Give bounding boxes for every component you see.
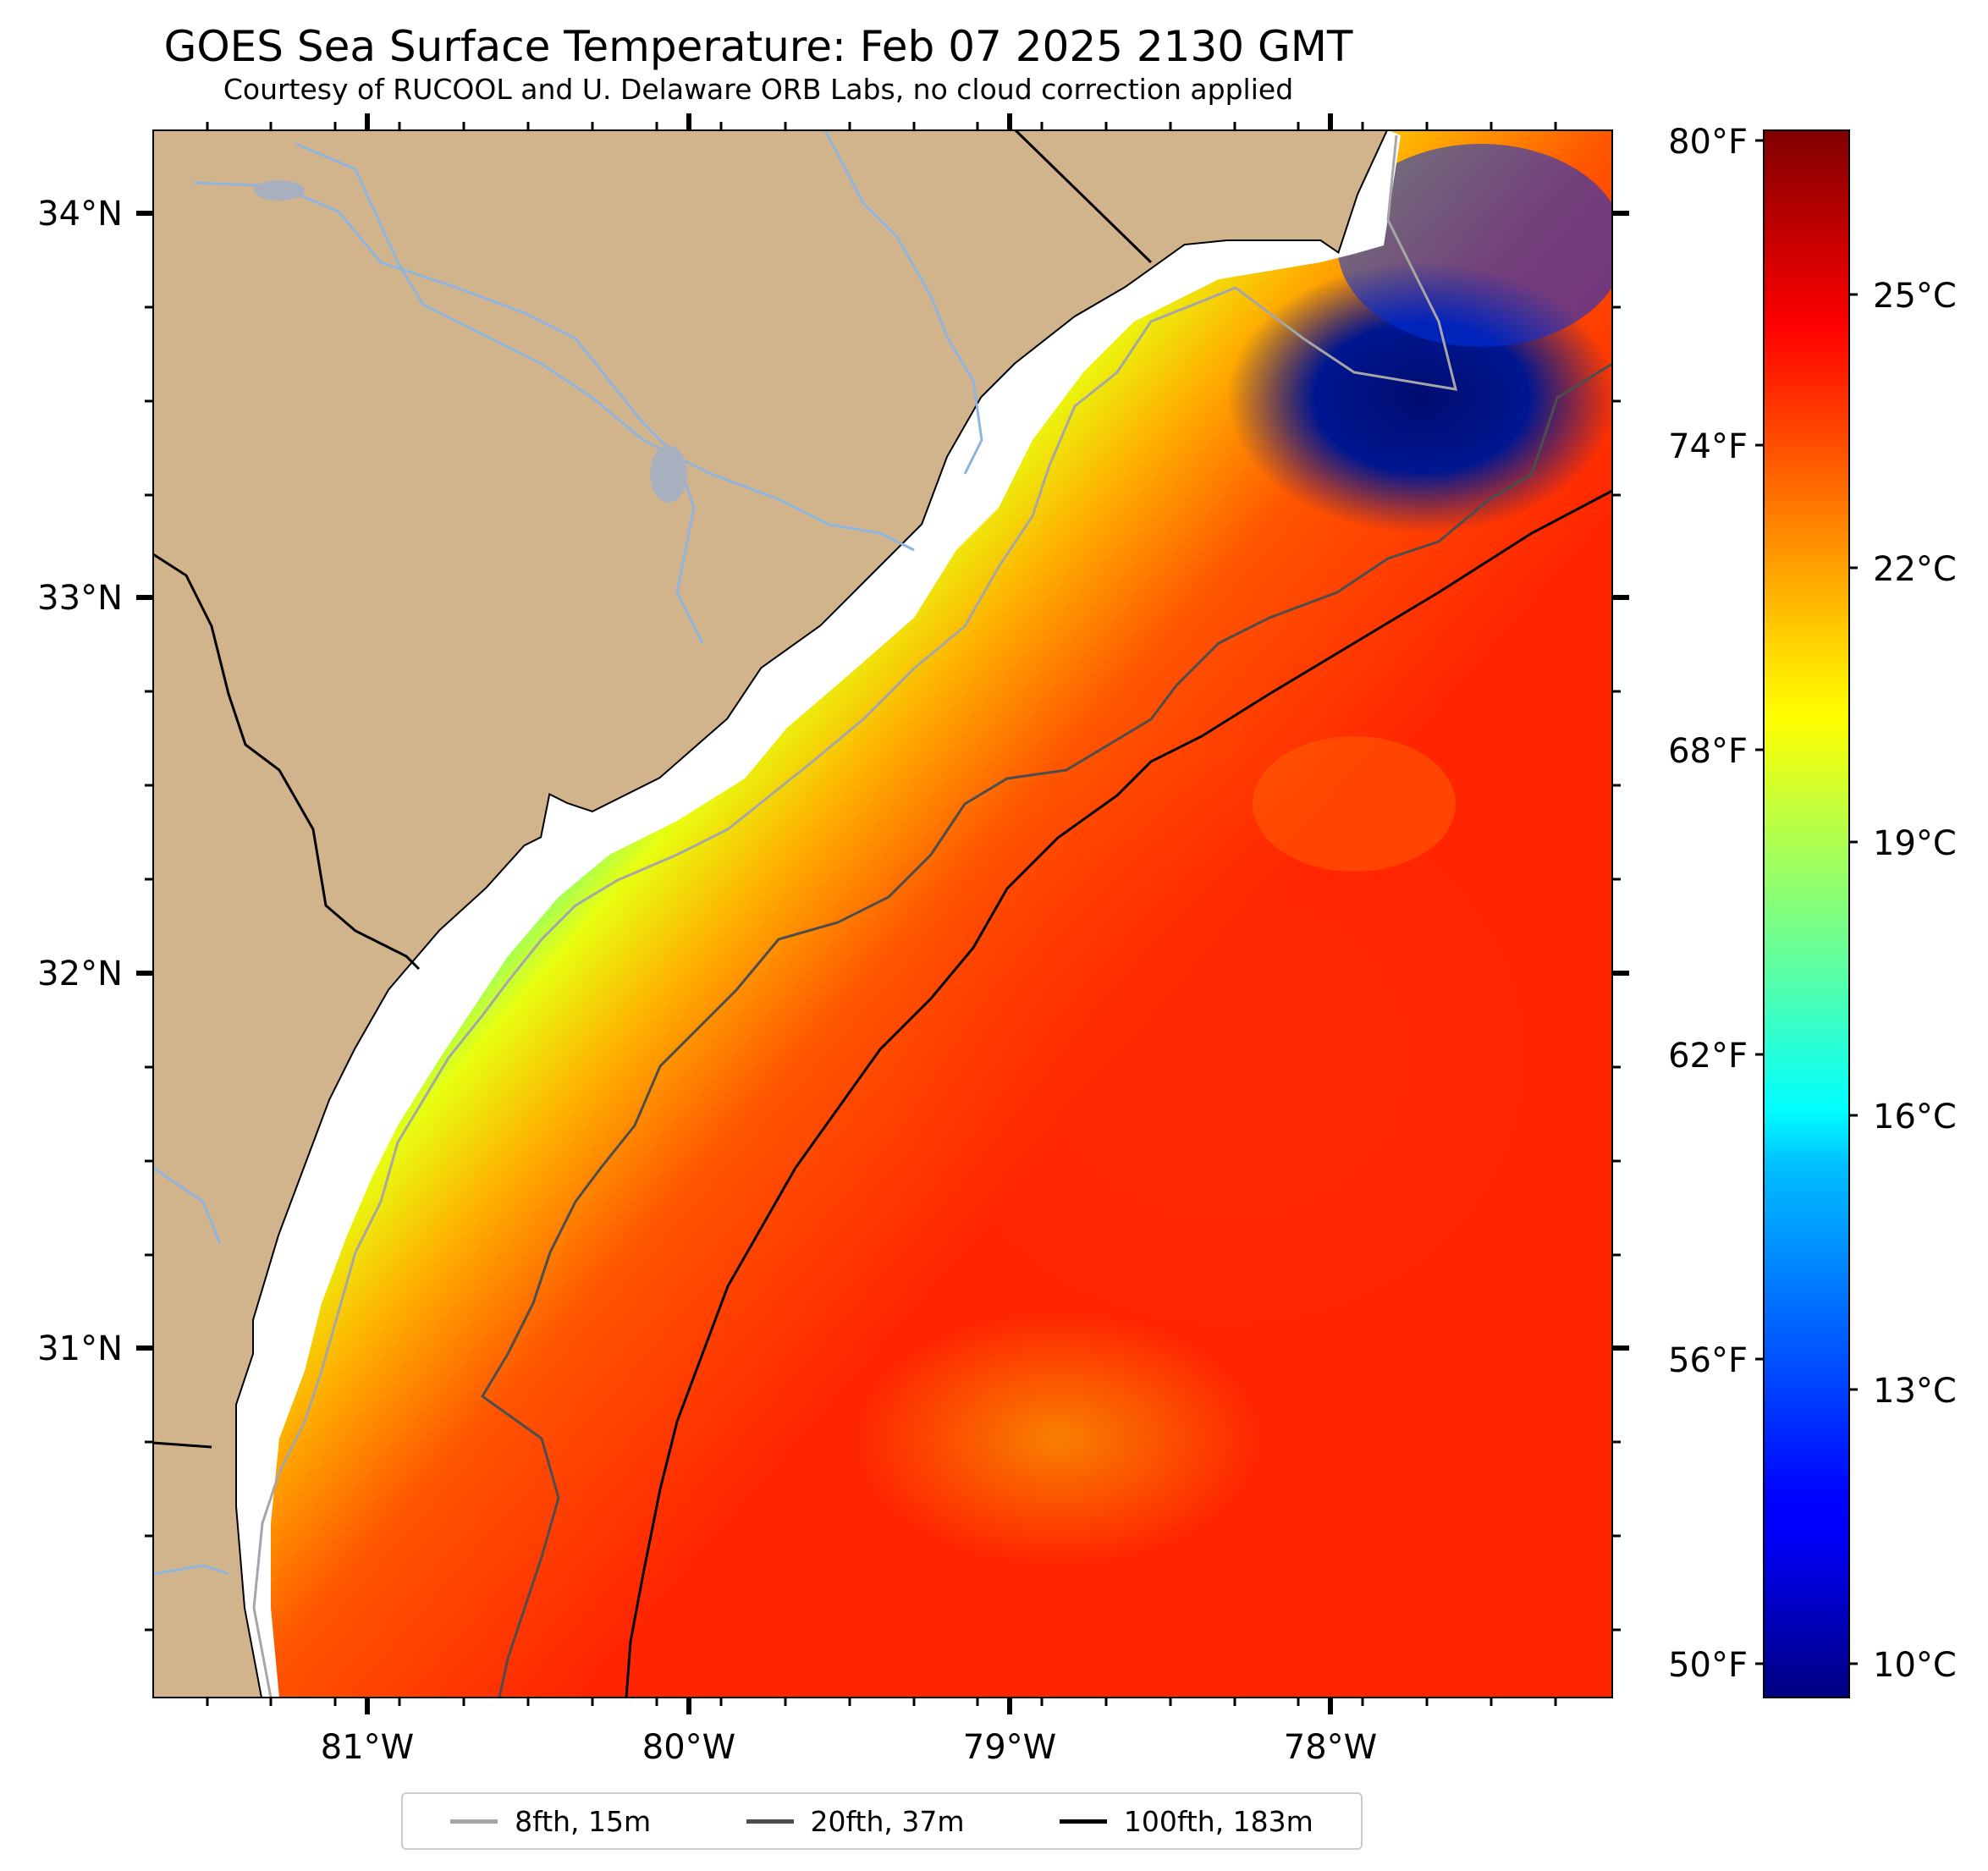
colorbar-ticks [1755,139,1858,1665]
c-label-22: 22°C [1873,550,1957,589]
minor-ticks [145,122,1621,1706]
lon-label-80w: 80°W [642,1728,735,1767]
lat-label-33n: 33°N [37,579,123,618]
legend-swatch-100fth [1059,1819,1107,1824]
isobath-8fth [252,135,1458,1698]
nearshore-no-data [237,130,1401,1698]
c-label-19: 19°C [1873,824,1957,863]
legend-swatch-20fth [746,1819,794,1824]
river-2 [295,142,915,552]
chart-title: GOES Sea Surface Temperature: Feb 07 202… [163,22,1353,71]
legend-item-20fth: 20fth, 37m [746,1805,965,1838]
lake-moultrie [650,445,687,503]
gulf-stream-warm-core [889,753,1566,1362]
rivers [153,130,983,1576]
lon-label-78w: 78°W [1284,1728,1377,1767]
f-label-50: 50°F [1668,1646,1748,1685]
lat-label-31n: 31°N [37,1329,123,1368]
river-5 [153,1564,229,1576]
river-4 [153,1166,222,1245]
land-mass [153,130,1388,1698]
c-label-25: 25°C [1873,277,1957,316]
legend-label-100fth: 100fth, 183m [1123,1804,1313,1838]
river-1 [194,181,704,644]
legend-item-100fth: 100fth, 183m [1059,1804,1313,1838]
f-label-74: 74°F [1668,427,1748,466]
f-label-80: 80°F [1668,123,1748,162]
lat-label-32n: 32°N [37,955,123,993]
colorbar [1763,129,1850,1698]
map-frame [152,129,1613,1698]
border-nc-sc [1014,130,1153,264]
c-label-16: 16°C [1873,1098,1957,1136]
legend-swatch-8fth [450,1819,498,1824]
isobaths [252,135,1612,1698]
eddy-ring [1253,736,1456,872]
legend-label-8fth: 8fth, 15m [515,1804,652,1838]
legend-label-20fth: 20fth, 37m [810,1804,965,1838]
warm-eddy-yellow [855,1312,1261,1566]
isobath-20fth [481,362,1612,1698]
lake-marion [254,180,305,201]
state-borders [153,130,1153,1449]
fahrenheit-labels: 80°F 74°F 68°F 62°F 56°F 50°F [1668,123,1748,1685]
map-ticks [136,113,1629,1714]
lon-label-81w: 81°W [321,1728,414,1767]
chart-subtitle: Courtesy of RUCOOL and U. Delaware ORB L… [223,73,1294,106]
lat-label-34n: 34°N [37,195,123,234]
isobath-100fth [625,489,1612,1698]
lon-tick-labels: 81°W 80°W 79°W 78°W [321,1728,1377,1767]
f-label-56: 56°F [1668,1341,1748,1380]
border-sc-ga [153,553,421,971]
map-plot-area[interactable] [153,130,1625,1698]
f-label-62: 62°F [1668,1037,1748,1076]
river-3 [823,130,983,475]
celsius-labels: 25°C 22°C 19°C 16°C 13°C 10°C [1873,277,1957,1685]
isobath-legend: 8fth, 15m 20fth, 37m 100fth, 183m [401,1792,1363,1850]
lat-tick-labels: 34°N 33°N 32°N 31°N [37,195,123,1368]
border-ga-fl [153,1441,212,1449]
lon-label-79w: 79°W [963,1728,1056,1767]
f-label-68: 68°F [1668,732,1748,771]
cool-water-patch [1337,144,1612,347]
legend-item-8fth: 8fth, 15m [450,1805,651,1838]
c-label-13: 13°C [1873,1372,1957,1411]
c-label-10: 10°C [1873,1646,1957,1685]
